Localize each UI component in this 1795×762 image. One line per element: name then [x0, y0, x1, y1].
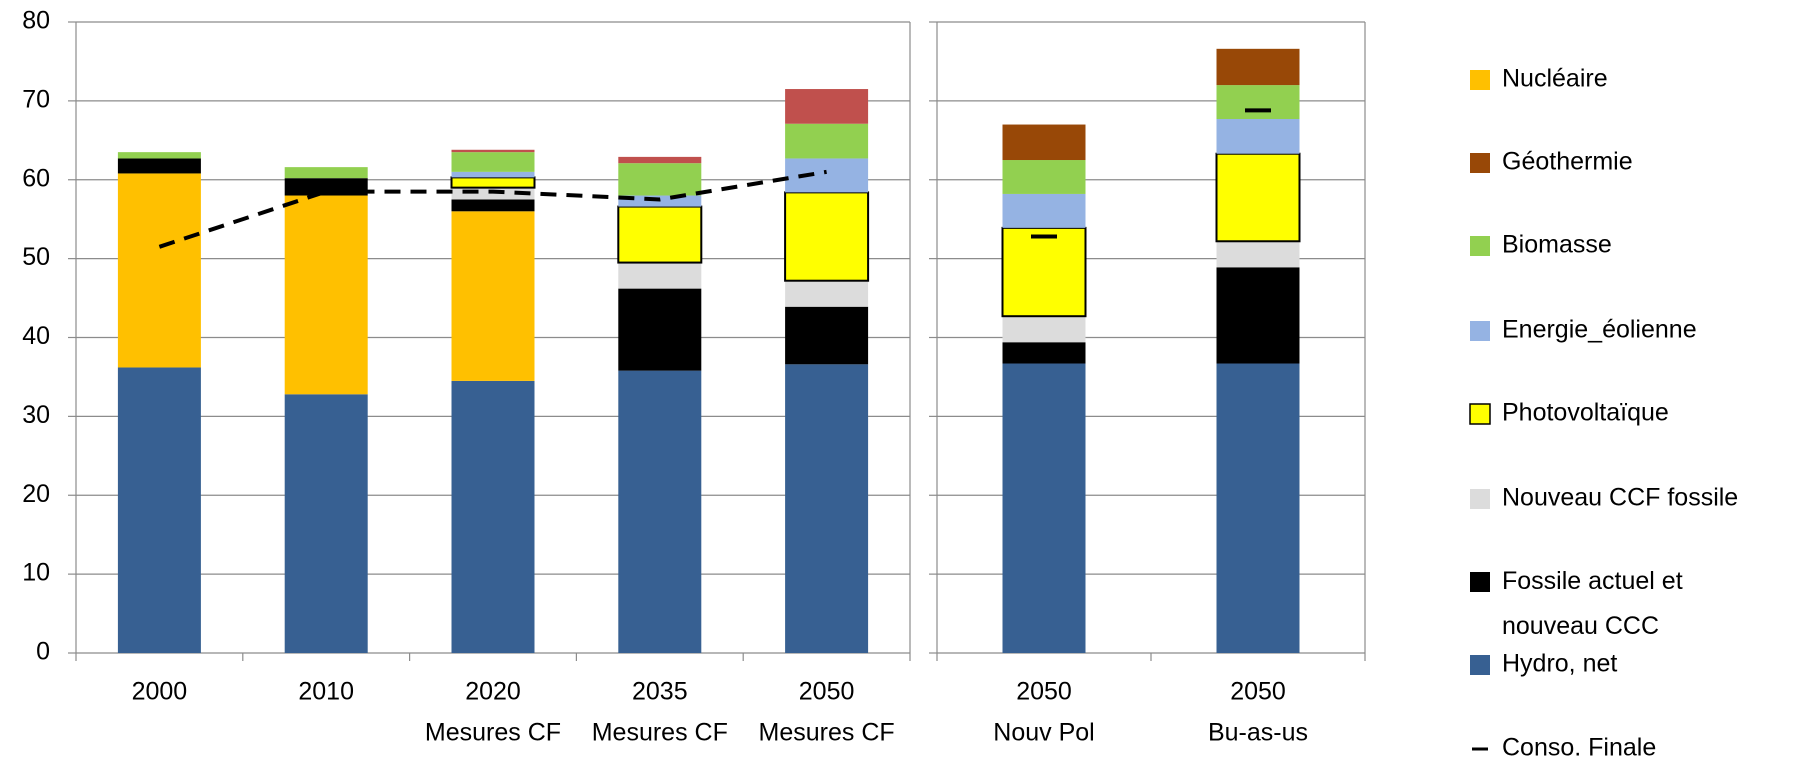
legend-swatch	[1470, 321, 1490, 341]
y-tick-label: 10	[22, 559, 50, 587]
legend-label: Conso. Finale	[1502, 734, 1656, 762]
y-tick-label: 30	[22, 401, 50, 429]
legend-label: Nucléaire	[1502, 65, 1608, 93]
x-tick-label: 2035	[632, 678, 688, 706]
line	[158, 169, 827, 249]
bar-segment	[284, 394, 368, 653]
bar-segment	[618, 370, 702, 653]
legend-label: Hydro, net	[1502, 650, 1617, 678]
legend-swatch	[1470, 70, 1490, 90]
bar-segment	[1002, 363, 1086, 653]
x-tick-label: 2050	[1230, 678, 1286, 706]
bar-segment	[284, 195, 368, 395]
bar-segment	[451, 149, 535, 153]
legend-label: Photovoltaïque	[1502, 399, 1669, 427]
legend-label: Nouveau CCF fossile	[1502, 484, 1738, 512]
bar-segment	[785, 280, 869, 307]
bar-segment	[1002, 193, 1086, 228]
bar-segment	[617, 205, 703, 264]
bar-segment	[1002, 160, 1086, 194]
bar-segment	[1002, 316, 1086, 343]
bar-segment	[785, 89, 869, 124]
x-tick-label: 2050	[1016, 678, 1072, 706]
bar-segment	[1216, 241, 1300, 268]
x-tick-label: 2010	[298, 678, 354, 706]
bar-segment	[1001, 226, 1087, 318]
y-tick-label: 70	[22, 85, 50, 113]
x-tick-label: Nouv Pol	[993, 719, 1094, 747]
bar-segment	[117, 173, 201, 368]
y-tick-label: 40	[22, 322, 50, 350]
bar-segment	[785, 306, 869, 365]
legend-swatch	[1470, 153, 1490, 173]
y-tick-label: 50	[22, 243, 50, 271]
bar-segment	[618, 288, 702, 371]
bar-segment	[1216, 119, 1300, 154]
bar-segment	[284, 178, 368, 196]
x-tick-label: Mesures CF	[759, 719, 895, 747]
legend-swatch	[1470, 655, 1490, 675]
legend-swatch	[1470, 489, 1490, 509]
x-tick-label: Mesures CF	[592, 719, 728, 747]
bar-segment	[1216, 267, 1300, 364]
bar-segment	[451, 152, 535, 172]
legend-label: Fossile actuel et nouveau CCC	[1502, 567, 1683, 640]
bar-segment	[1216, 85, 1300, 120]
legend-label: Biomasse	[1502, 231, 1612, 259]
bar-segment	[618, 262, 702, 289]
legend-swatch	[1470, 572, 1490, 592]
bar-segment	[117, 367, 201, 653]
bar-segment	[784, 191, 870, 282]
bar-segment	[451, 199, 535, 212]
bar-segment	[785, 364, 869, 653]
y-tick-label: 60	[22, 164, 50, 192]
bar-segment	[117, 152, 201, 159]
y-tick-label: 80	[22, 7, 50, 35]
bar-segment	[1216, 48, 1300, 86]
bar-segment	[284, 167, 368, 179]
legend-label: Géothermie	[1502, 148, 1633, 176]
bar-segment	[450, 176, 536, 189]
bar-segment	[785, 158, 869, 193]
bar-segment	[451, 211, 535, 381]
bar-segment	[785, 123, 869, 159]
bar-segment	[117, 158, 201, 174]
x-tick-label: Mesures CF	[425, 719, 561, 747]
legend-label: Energie_éolienne	[1502, 316, 1697, 344]
bar-segment	[1215, 152, 1301, 243]
bar-segment	[1216, 363, 1300, 653]
legend-swatch	[1469, 403, 1491, 425]
bar-segment	[1002, 342, 1086, 364]
bar-segment	[618, 163, 702, 196]
bar-segment	[618, 156, 702, 164]
bar-segment	[1002, 124, 1086, 161]
bar-segment	[451, 380, 535, 653]
y-tick-label: 0	[36, 638, 50, 666]
x-tick-label: 2020	[465, 678, 521, 706]
x-tick-label: 2000	[132, 678, 188, 706]
x-tick-label: Bu-as-us	[1208, 719, 1308, 747]
x-tick-label: 2050	[799, 678, 855, 706]
bar-segment	[451, 171, 535, 178]
legend-swatch	[1470, 236, 1490, 256]
y-tick-label: 20	[22, 480, 50, 508]
